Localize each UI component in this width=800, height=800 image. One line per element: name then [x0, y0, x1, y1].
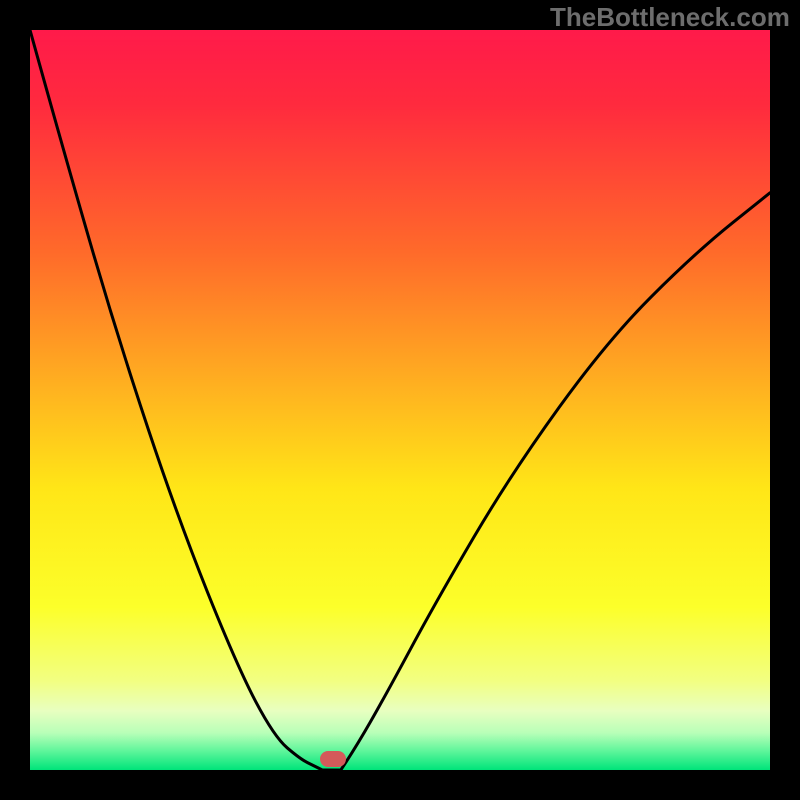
bottleneck-curve — [30, 30, 770, 770]
watermark-text: TheBottleneck.com — [550, 2, 790, 33]
plot-area — [30, 30, 770, 770]
optimal-point-marker — [320, 751, 346, 767]
canvas-root: TheBottleneck.com — [0, 0, 800, 800]
curve-path — [30, 30, 770, 770]
